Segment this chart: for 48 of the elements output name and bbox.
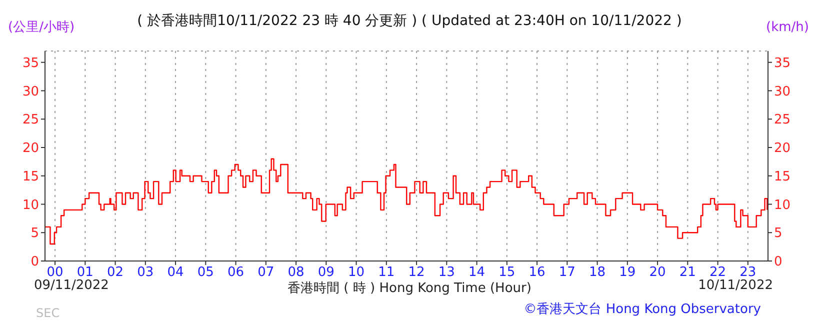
x-tick-label: 17 — [558, 265, 576, 280]
y2-tick-label: 20 — [774, 141, 791, 156]
x-tick-label: 18 — [589, 265, 606, 280]
x-tick-label: 21 — [679, 265, 696, 280]
y-tick-label: 5 — [30, 226, 39, 242]
x-tick-label: 12 — [408, 265, 425, 280]
y2-tick-label: 25 — [774, 112, 791, 128]
x-tick-label: 16 — [528, 265, 546, 280]
x-tick-label: 20 — [649, 265, 666, 280]
x-tick-label: 06 — [228, 265, 244, 280]
text: ©香港天文台 Hong Kong Observatory — [524, 301, 761, 318]
text: 10/11/2022 — [698, 278, 773, 293]
y2-tick-label: 35 — [774, 56, 791, 71]
x-tick-label: 01 — [76, 265, 94, 280]
x-tick-label: 23 — [740, 265, 756, 280]
x-tick-label: 00 — [46, 265, 64, 280]
text: 09/11/2022 — [34, 278, 109, 293]
x-tick-label: 09 — [318, 265, 334, 280]
y-tick-label: 30 — [22, 84, 39, 100]
x-tick-label: 04 — [167, 265, 184, 280]
y-tick-label: 10 — [22, 198, 39, 213]
y-tick-label: 20 — [22, 141, 39, 156]
chart-title: ( 於香港時間10/11/2022 23 時 40 分更新 ) ( Updated at 23:40H on 10/11/2022 ) — [137, 13, 682, 29]
y2-tick-label: 5 — [774, 226, 782, 242]
x-tick-label: 22 — [710, 265, 726, 280]
x-tick-label: 05 — [197, 265, 214, 280]
x-tick-label: 10 — [348, 265, 365, 280]
y2-tick-label: 15 — [774, 169, 791, 184]
x-tick-label: 19 — [619, 265, 636, 280]
x-tick-label: 07 — [258, 265, 274, 280]
x-tick-label: 03 — [137, 265, 154, 280]
x-tick-label: 02 — [107, 265, 124, 280]
x-tick-label: 11 — [378, 265, 395, 280]
text: SEC — [36, 306, 60, 320]
y-tick-label: 25 — [22, 112, 39, 128]
y2-tick-label: 30 — [774, 84, 791, 100]
x-tick-label: 14 — [468, 265, 486, 280]
y-axis-title: (公里/小時) — [8, 19, 75, 36]
x-axis-title: 香港時間 ( 時 ) Hong Kong Time (Hour) — [288, 281, 532, 296]
y2-tick-label: 0 — [774, 254, 782, 270]
x-tick-label: 13 — [438, 265, 455, 280]
y-tick-label: 15 — [22, 169, 39, 184]
x-tick-label: 15 — [498, 265, 516, 280]
y-tick-label: 35 — [22, 56, 39, 71]
y2-axis-title: (km/h) — [766, 20, 809, 35]
y-tick-label: 0 — [30, 254, 39, 270]
y2-tick-label: 10 — [774, 198, 791, 213]
x-tick-label: 08 — [288, 265, 304, 280]
